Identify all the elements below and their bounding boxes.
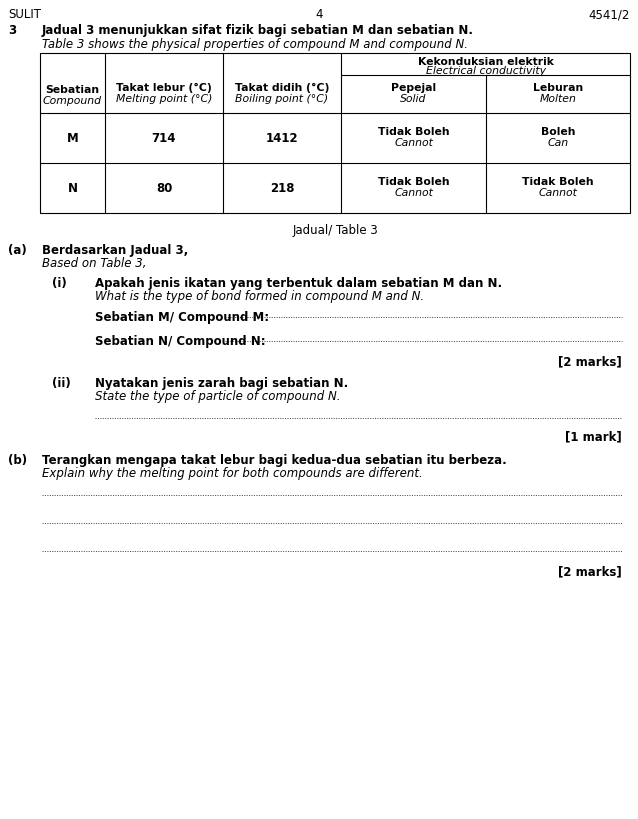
Text: Tidak Boleh: Tidak Boleh xyxy=(522,177,594,187)
Text: Jadual/ Table 3: Jadual/ Table 3 xyxy=(292,224,378,237)
Text: What is the type of bond formed in compound M and N.: What is the type of bond formed in compo… xyxy=(95,290,424,303)
Text: Kekonduksian elektrik: Kekonduksian elektrik xyxy=(417,57,553,67)
Text: SULIT: SULIT xyxy=(8,8,41,21)
Text: 1412: 1412 xyxy=(265,133,299,145)
Text: Jadual 3 menunjukkan sifat fizik bagi sebatian M dan sebatian N.: Jadual 3 menunjukkan sifat fizik bagi se… xyxy=(42,24,474,37)
Text: Sebatian N/ Compound N:: Sebatian N/ Compound N: xyxy=(95,335,265,347)
Text: Molten: Molten xyxy=(540,94,577,104)
Text: Nyatakan jenis zarah bagi sebatian N.: Nyatakan jenis zarah bagi sebatian N. xyxy=(95,377,348,390)
Text: 80: 80 xyxy=(156,183,172,195)
Text: Tidak Boleh: Tidak Boleh xyxy=(378,177,449,187)
Text: 218: 218 xyxy=(270,183,294,195)
Text: Based on Table 3,: Based on Table 3, xyxy=(42,256,147,269)
Text: Sebatian: Sebatian xyxy=(45,85,100,95)
Text: Solid: Solid xyxy=(400,94,427,104)
Text: State the type of particle of compound N.: State the type of particle of compound N… xyxy=(95,390,341,402)
Text: (i): (i) xyxy=(52,277,67,290)
Text: Pepejal: Pepejal xyxy=(391,83,436,93)
Text: N: N xyxy=(68,183,77,195)
Text: [2 marks]: [2 marks] xyxy=(558,355,622,368)
Text: Explain why the melting point for both compounds are different.: Explain why the melting point for both c… xyxy=(42,467,423,479)
Text: 4541/2: 4541/2 xyxy=(589,8,630,21)
Text: Apakah jenis ikatan yang terbentuk dalam sebatian M dan N.: Apakah jenis ikatan yang terbentuk dalam… xyxy=(95,277,502,290)
Text: Berdasarkan Jadual 3,: Berdasarkan Jadual 3, xyxy=(42,244,188,256)
Text: Electrical conductivity: Electrical conductivity xyxy=(426,66,545,76)
Text: M: M xyxy=(66,133,78,145)
Text: (b): (b) xyxy=(8,454,27,467)
Text: 3: 3 xyxy=(8,24,16,37)
Text: Takat didih (°C): Takat didih (°C) xyxy=(235,83,329,93)
Text: Can: Can xyxy=(547,138,568,147)
Text: Sebatian M/ Compound M:: Sebatian M/ Compound M: xyxy=(95,310,269,324)
Text: 714: 714 xyxy=(152,133,176,145)
Text: Takat lebur (°C): Takat lebur (°C) xyxy=(116,83,212,93)
Text: Cannot: Cannot xyxy=(394,188,433,197)
Text: 4: 4 xyxy=(315,8,323,21)
Text: Tidak Boleh: Tidak Boleh xyxy=(378,127,449,137)
Text: Table 3 shows the physical properties of compound M and compound N.: Table 3 shows the physical properties of… xyxy=(42,38,468,51)
Text: Cannot: Cannot xyxy=(538,188,577,197)
Text: [1 mark]: [1 mark] xyxy=(565,429,622,442)
Text: [2 marks]: [2 marks] xyxy=(558,564,622,577)
Text: Terangkan mengapa takat lebur bagi kedua-dua sebatian itu berbeza.: Terangkan mengapa takat lebur bagi kedua… xyxy=(42,454,507,467)
Text: (ii): (ii) xyxy=(52,377,71,390)
Text: Leburan: Leburan xyxy=(533,83,583,93)
Bar xyxy=(40,54,630,214)
Text: Boleh: Boleh xyxy=(541,127,575,137)
Text: Boiling point (°C): Boiling point (°C) xyxy=(235,94,329,104)
Text: Cannot: Cannot xyxy=(394,138,433,147)
Text: Compound: Compound xyxy=(43,96,102,106)
Text: Melting point (°C): Melting point (°C) xyxy=(116,94,212,104)
Text: (a): (a) xyxy=(8,244,27,256)
